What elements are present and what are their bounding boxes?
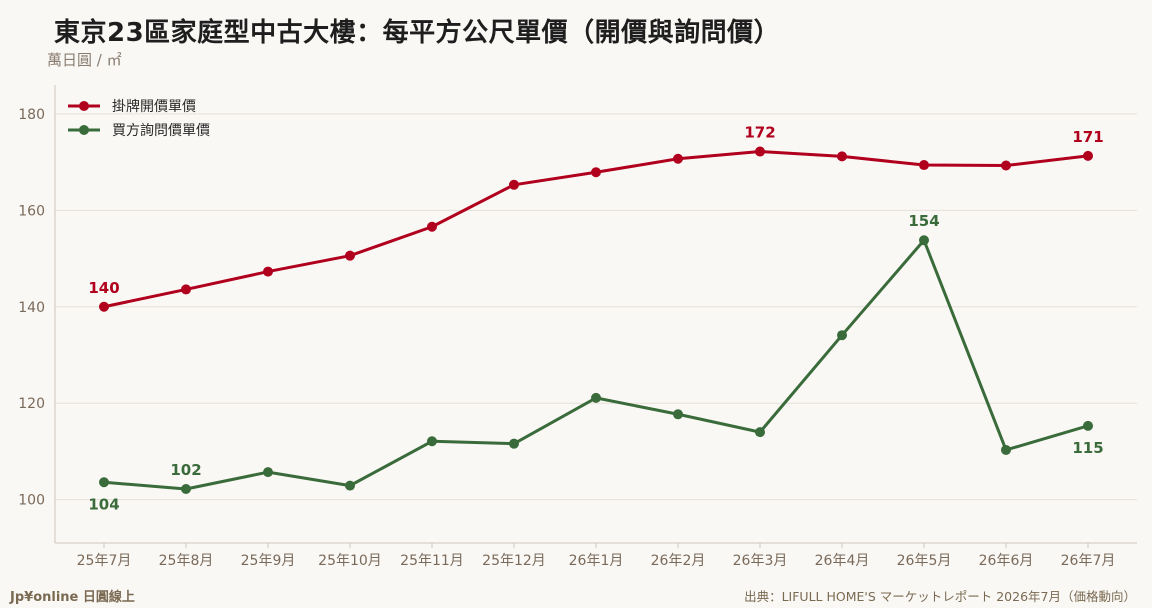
data-point [99,301,109,312]
data-point [919,160,929,171]
source-note: 出典：LIFULL HOME'S マーケットレポート 2026年7月（価格動向） [744,589,1136,604]
x-tick-label: 26年6月 [979,553,1034,569]
x-tick-label: 26年7月 [1061,553,1116,569]
x-tick-label: 26年4月 [815,553,870,569]
data-point [181,484,191,495]
y-tick-label: 120 [18,396,45,412]
x-tick-label: 25年12月 [482,553,546,569]
data-point [919,235,929,246]
data-point [1001,444,1011,455]
data-label: 115 [1072,439,1103,457]
data-point [427,221,437,232]
data-point [591,392,601,403]
data-label: 154 [908,212,939,230]
legend-label: 掛牌開價單價 [112,98,196,115]
data-point [1001,160,1011,171]
x-tick-label: 25年7月 [77,553,132,569]
data-label: 102 [170,461,201,479]
y-tick-label: 100 [18,493,45,509]
data-point [673,153,683,164]
data-point [673,409,683,420]
legend-swatch-marker [79,101,89,111]
data-point [1083,420,1093,431]
data-point [263,467,273,478]
x-tick-label: 25年8月 [159,553,214,569]
x-tick-label: 26年2月 [651,553,706,569]
y-unit-label: 萬日圓 / ㎡ [47,51,122,69]
x-tick-label: 25年11月 [400,553,464,569]
data-point [755,146,765,157]
series-line-2 [103,238,1089,491]
x-tick-label: 25年9月 [241,553,296,569]
y-tick-label: 160 [18,203,45,219]
data-point [427,436,437,447]
legend-swatch-marker [79,125,89,135]
data-point [181,284,191,295]
y-tick-label: 180 [18,107,45,123]
x-tick-label: 25年10月 [318,553,382,569]
data-point [591,167,601,178]
data-point [1083,150,1093,161]
data-point [263,266,273,277]
data-point [509,438,519,449]
data-label: 104 [88,495,119,513]
x-tick-label: 26年5月 [897,553,952,569]
data-point [755,427,765,438]
data-label: 140 [88,279,119,297]
data-point [99,477,109,488]
data-point [345,480,355,491]
x-tick-label: 26年3月 [733,553,788,569]
chart-title: 東京23區家庭型中古大樓：每平方公尺單價（開價與詢問價） [54,18,781,48]
legend-label: 買方詢問價單價 [112,122,210,139]
data-point [509,179,519,190]
data-point [837,330,847,341]
data-label: 171 [1072,128,1103,146]
data-label: 172 [744,124,775,142]
data-point [345,250,355,261]
y-tick-label: 140 [18,300,45,316]
data-point [837,151,847,162]
x-tick-label: 26年1月 [569,553,624,569]
brand-label: Jp¥online 日圓線上 [10,590,135,605]
